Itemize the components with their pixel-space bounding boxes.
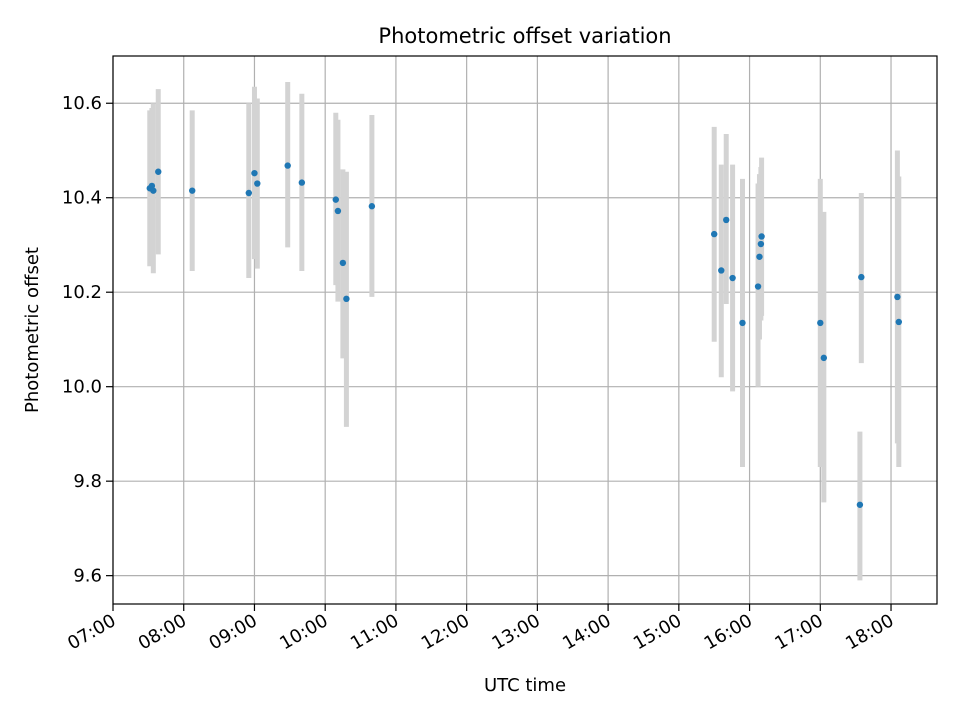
plot-frame — [112, 55, 938, 605]
data-point — [729, 274, 736, 282]
tick-layer: 07:00 08:00 09:00 10:00 11:00 12:00 13:00 14:00… — [62, 93, 898, 654]
x-tick-label: 13:00 — [488, 610, 543, 654]
data-point — [718, 267, 725, 274]
data-point — [711, 230, 718, 238]
x-tick-label: 11:00 — [347, 610, 402, 654]
y-tick-label: 10.0 — [62, 377, 102, 398]
data-point — [150, 187, 157, 194]
data-point — [756, 253, 763, 260]
data-point — [739, 319, 746, 327]
y-tick-label: 9.6 — [73, 566, 102, 587]
data-point — [284, 162, 291, 169]
x-tick-label: 18:00 — [842, 610, 897, 654]
x-tick-label: 10:00 — [276, 610, 331, 654]
data-point — [368, 203, 376, 210]
x-tick-label: 07:00 — [64, 610, 119, 654]
y-tick-label: 10.2 — [62, 282, 102, 303]
data-point — [339, 259, 347, 267]
data-point — [820, 354, 828, 362]
data-point — [334, 207, 342, 215]
x-tick-label: 15:00 — [630, 610, 685, 654]
chart-title: Photometric offset variation — [378, 24, 671, 48]
data-point — [895, 318, 903, 326]
x-tick-label: 16:00 — [701, 610, 756, 654]
data-point — [754, 283, 762, 290]
data-point — [343, 295, 350, 303]
point-layer — [146, 162, 903, 508]
x-tick-label: 17:00 — [771, 610, 826, 654]
data-point — [245, 189, 253, 197]
grid-layer — [112, 56, 937, 604]
y-tick-label: 10.4 — [62, 188, 102, 209]
data-point — [858, 273, 865, 281]
y-tick-label: 9.8 — [73, 471, 102, 492]
data-point — [332, 196, 339, 203]
data-point — [894, 293, 901, 301]
x-tick-label: 12:00 — [418, 610, 473, 654]
y-axis-label: Photometric offset — [22, 247, 43, 413]
data-point — [723, 216, 730, 224]
x-tick-label: 08:00 — [135, 610, 190, 654]
data-point — [757, 240, 765, 248]
x-tick-label: 09:00 — [206, 610, 261, 654]
data-point — [758, 233, 765, 240]
y-tick-label: 10.6 — [62, 93, 102, 114]
data-point — [817, 319, 824, 327]
data-point — [298, 179, 306, 186]
data-point — [189, 187, 196, 194]
data-point — [251, 169, 258, 177]
data-point — [856, 501, 864, 508]
data-point — [155, 168, 162, 175]
data-point — [254, 180, 261, 187]
x-axis-label: UTC time — [484, 675, 566, 696]
x-tick-label: 14:00 — [559, 610, 614, 654]
errorbar-layer — [147, 81, 902, 581]
